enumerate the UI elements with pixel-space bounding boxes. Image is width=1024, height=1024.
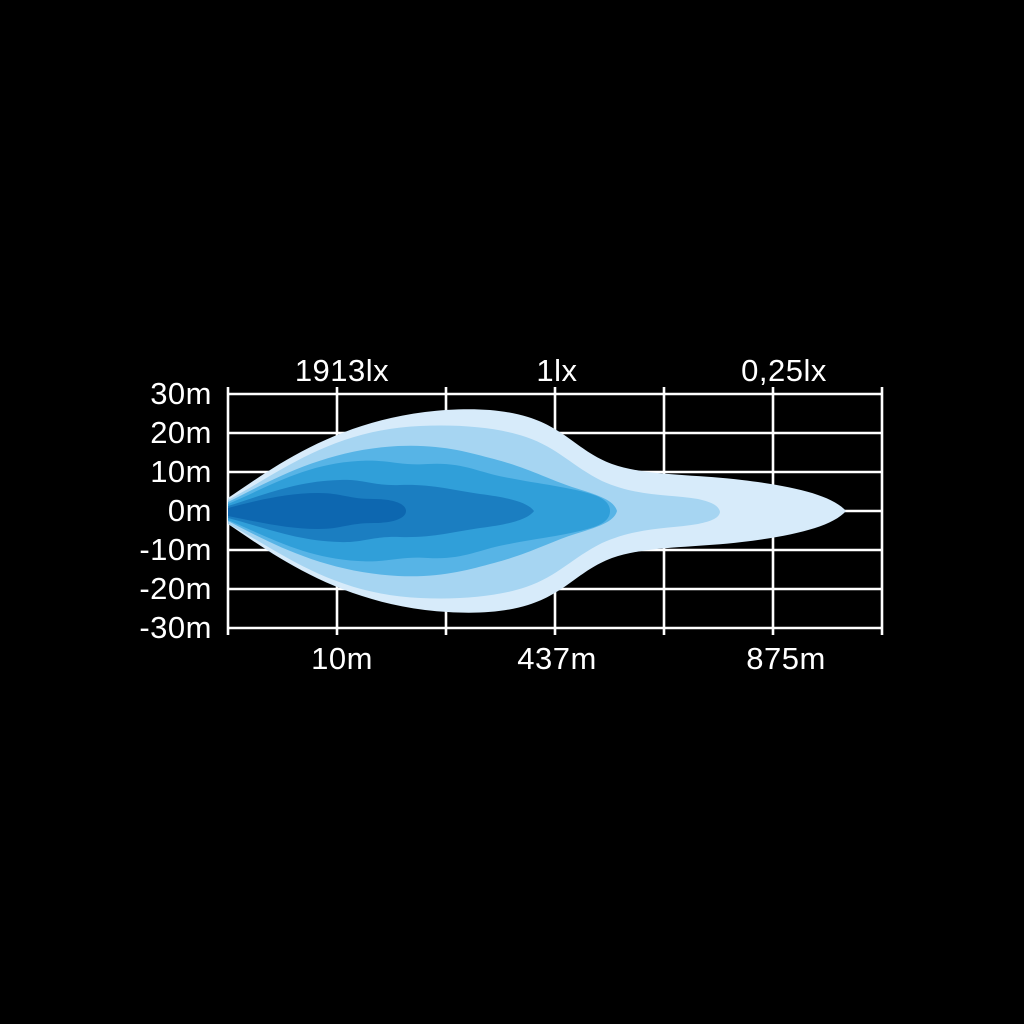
y-axis-label-10m: 10m bbox=[150, 454, 212, 489]
top-axis-label-025lx: 0,25lx bbox=[741, 353, 827, 388]
y-axis-label-30m: 30m bbox=[150, 376, 212, 411]
y-axis-label--10m: -10m bbox=[139, 532, 212, 567]
x-axis-label-437m: 437m bbox=[517, 641, 597, 676]
x-axis-label-875m: 875m bbox=[746, 641, 826, 676]
y-axis-label--20m: -20m bbox=[139, 571, 212, 606]
y-axis-label-20m: 20m bbox=[150, 415, 212, 450]
y-axis-label-0m: 0m bbox=[167, 493, 212, 528]
top-axis-label-1913lx: 1913lx bbox=[294, 353, 390, 388]
beam-contours bbox=[228, 409, 846, 613]
beam-contour-level-6 bbox=[228, 493, 406, 529]
y-axis-label--30m: -30m bbox=[139, 610, 212, 645]
x-axis-label-10m: 10m bbox=[311, 641, 373, 676]
top-axis-label-1lx: 1lx bbox=[536, 353, 578, 388]
